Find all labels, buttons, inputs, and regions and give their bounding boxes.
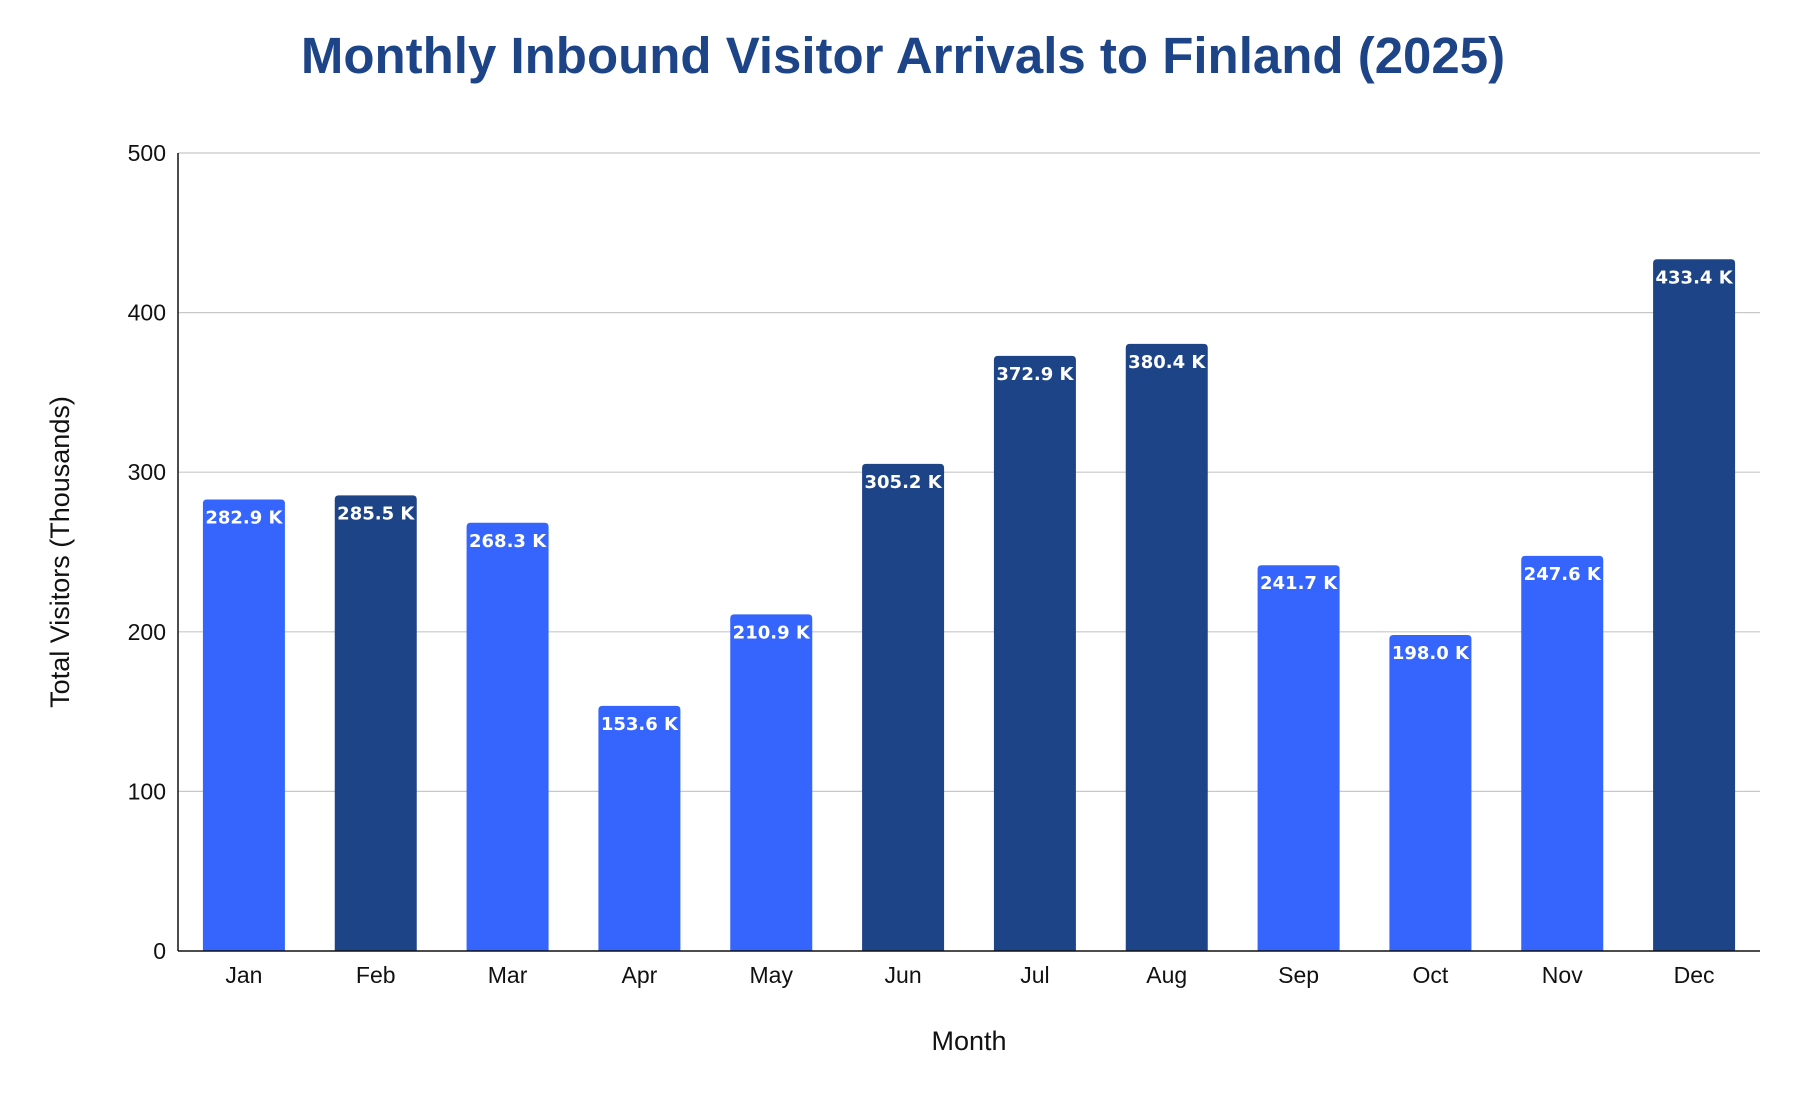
y-tick-labels: 0 100 200 300 400 500	[128, 140, 166, 964]
x-tick-labels: Jan Feb Mar Apr May Jun Jul Aug Sep Oct Nov Dec	[225, 962, 1714, 988]
x-tick-label: Dec	[1674, 962, 1715, 988]
data-label: 282.9 K	[205, 507, 283, 528]
x-tick-label: Oct	[1413, 962, 1449, 988]
x-axis-title: Month	[931, 1026, 1006, 1056]
y-tick-label: 0	[153, 938, 166, 964]
y-tick-label: 400	[128, 300, 166, 326]
bar-aug	[1125, 343, 1208, 951]
data-label: 268.3 K	[469, 531, 547, 552]
data-label: 241.7 K	[1260, 573, 1338, 594]
bars	[202, 259, 1736, 952]
bar-oct	[1389, 634, 1472, 951]
x-tick-label: Jul	[1020, 962, 1049, 988]
data-label: 372.9 K	[996, 364, 1074, 385]
x-tick-label: Nov	[1542, 962, 1583, 988]
bar-may	[730, 614, 813, 951]
data-label: 380.4 K	[1128, 352, 1206, 373]
bar-apr	[598, 705, 681, 951]
x-tick-label: Sep	[1278, 962, 1319, 988]
bar-jun	[862, 463, 945, 951]
data-label: 305.2 K	[865, 472, 943, 493]
data-label: 285.5 K	[337, 503, 415, 524]
x-tick-label: Jan	[225, 962, 262, 988]
data-label: 247.6 K	[1524, 564, 1602, 585]
bar-jan	[202, 499, 285, 951]
bar-labels: 282.9 K 285.5 K 268.3 K 153.6 K 210.9 K 305.2…	[205, 267, 1733, 735]
x-tick-label: May	[750, 962, 794, 988]
x-tick-label: Apr	[622, 962, 658, 988]
bar-mar	[466, 522, 549, 951]
bar-dec	[1653, 259, 1736, 952]
x-tick-label: Mar	[488, 962, 528, 988]
y-axis-title: Total Visitors (Thousands)	[45, 396, 75, 708]
data-label: 198.0 K	[1392, 643, 1470, 664]
data-label: 210.9 K	[733, 622, 811, 643]
y-tick-label: 200	[128, 619, 166, 645]
gridlines	[178, 152, 1760, 793]
x-tick-label: Aug	[1146, 962, 1187, 988]
axes	[177, 153, 1760, 952]
data-label: 433.4 K	[1656, 267, 1734, 288]
bar-feb	[334, 495, 417, 951]
bar-nov	[1521, 555, 1604, 951]
bar-jul	[993, 355, 1076, 952]
bar-sep	[1257, 565, 1340, 951]
y-tick-label: 300	[128, 459, 166, 485]
y-tick-label: 100	[128, 778, 166, 804]
y-tick-label: 500	[128, 140, 166, 166]
x-tick-label: Feb	[356, 962, 396, 988]
data-label: 153.6 K	[601, 714, 679, 735]
chart-title: Monthly Inbound Visitor Arrivals to Finl…	[300, 27, 1506, 84]
x-tick-label: Jun	[885, 962, 922, 988]
